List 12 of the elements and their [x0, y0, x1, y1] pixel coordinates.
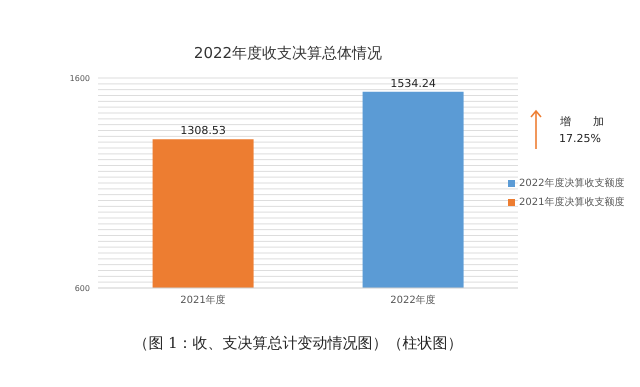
data-label: 1534.24 — [390, 76, 436, 90]
text: 17.25% — [559, 132, 601, 145]
legend-label: 2022年度决算收支额度 — [518, 176, 624, 190]
y-tick-label: 1600 — [70, 74, 90, 83]
x-tick-label: 2022年度 — [390, 294, 436, 306]
text: （图 1：收、支决算总计变动情况图）（柱状图） — [132, 334, 464, 353]
x-tick-label: 2021年度 — [180, 294, 226, 306]
chart-title: 2022年度收支决算总体情况 — [192, 44, 384, 63]
text: 增 加 — [560, 114, 604, 129]
data-label: 1308.53 — [180, 124, 226, 138]
legend-label: 2021年度决算收支额度 — [518, 196, 624, 209]
y-tick-label: 600 — [74, 284, 90, 293]
